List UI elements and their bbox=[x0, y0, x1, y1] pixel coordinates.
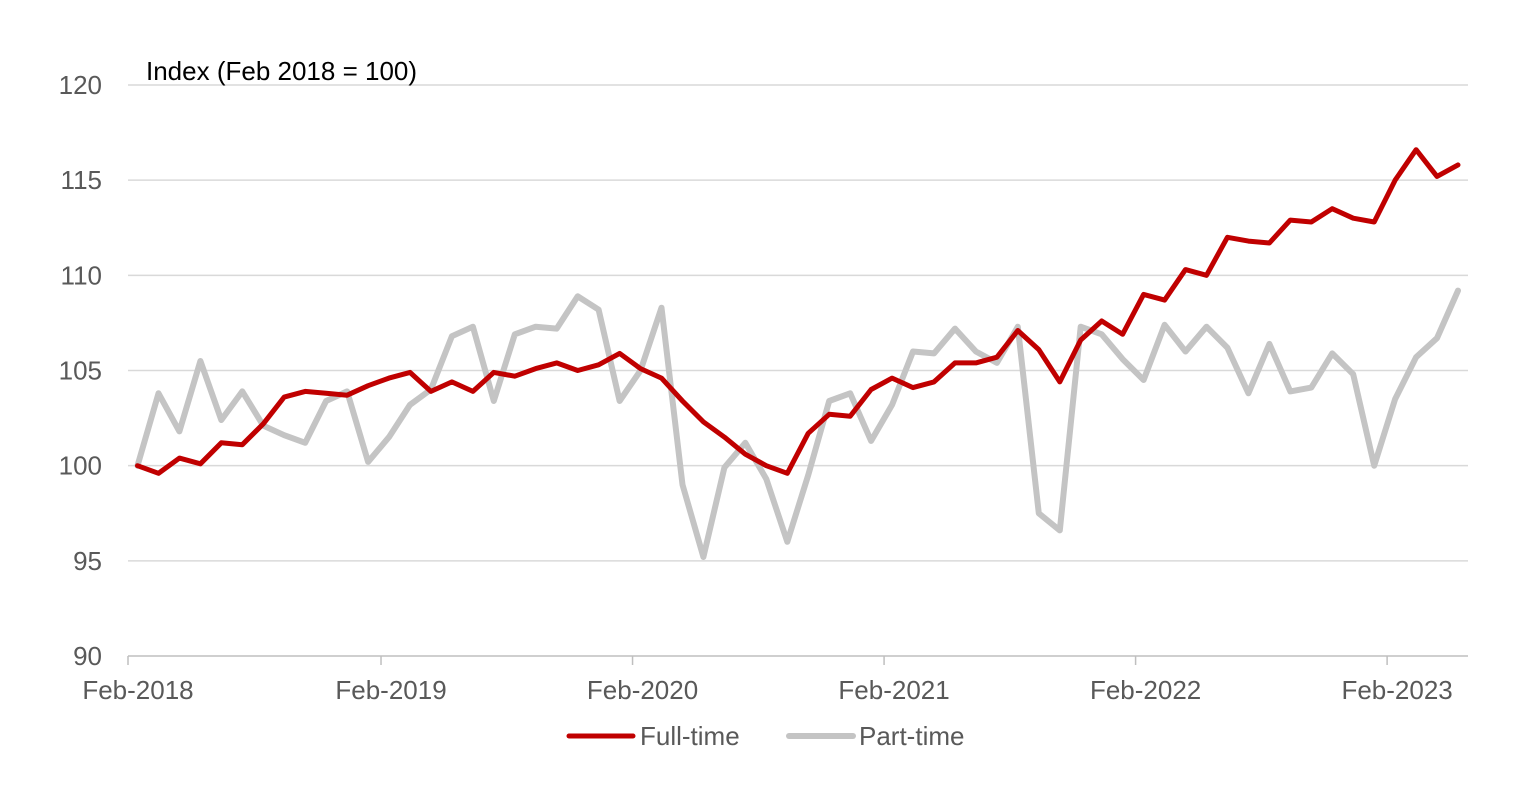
x-tick-label: Feb-2019 bbox=[335, 675, 446, 705]
y-tick-label: 95 bbox=[73, 546, 102, 576]
legend: Full-time Part-time bbox=[566, 721, 964, 751]
y-tick-label: 115 bbox=[61, 165, 102, 195]
axes: 90 95 100 105 110 115 120 Feb-2018 Feb-2019 Feb-2… bbox=[59, 70, 1468, 705]
legend-label-full-time: Full-time bbox=[640, 721, 740, 751]
legend-item-part-time: Part-time bbox=[786, 721, 964, 751]
y-tick-label: 100 bbox=[59, 451, 102, 481]
legend-item-full-time: Full-time bbox=[566, 721, 740, 751]
x-tick-label: Feb-2023 bbox=[1341, 675, 1452, 705]
series-line-full-time bbox=[135, 147, 1461, 476]
series-lines bbox=[134, 147, 1461, 560]
y-tick-label: 90 bbox=[73, 641, 102, 671]
legend-label-part-time: Part-time bbox=[859, 721, 964, 751]
y-axis-label: Index (Feb 2018 = 100) bbox=[146, 56, 417, 86]
gridlines bbox=[128, 84, 1468, 562]
y-tick-label: 105 bbox=[59, 356, 102, 386]
x-tick-label: Feb-2022 bbox=[1090, 675, 1201, 705]
x-tick-label: Feb-2018 bbox=[82, 675, 193, 705]
x-tick-label: Feb-2021 bbox=[838, 675, 949, 705]
series-line-part-time bbox=[134, 287, 1461, 560]
y-tick-label: 120 bbox=[59, 70, 102, 100]
y-tick-label: 110 bbox=[61, 260, 102, 290]
x-tick-label: Feb-2020 bbox=[587, 675, 698, 705]
